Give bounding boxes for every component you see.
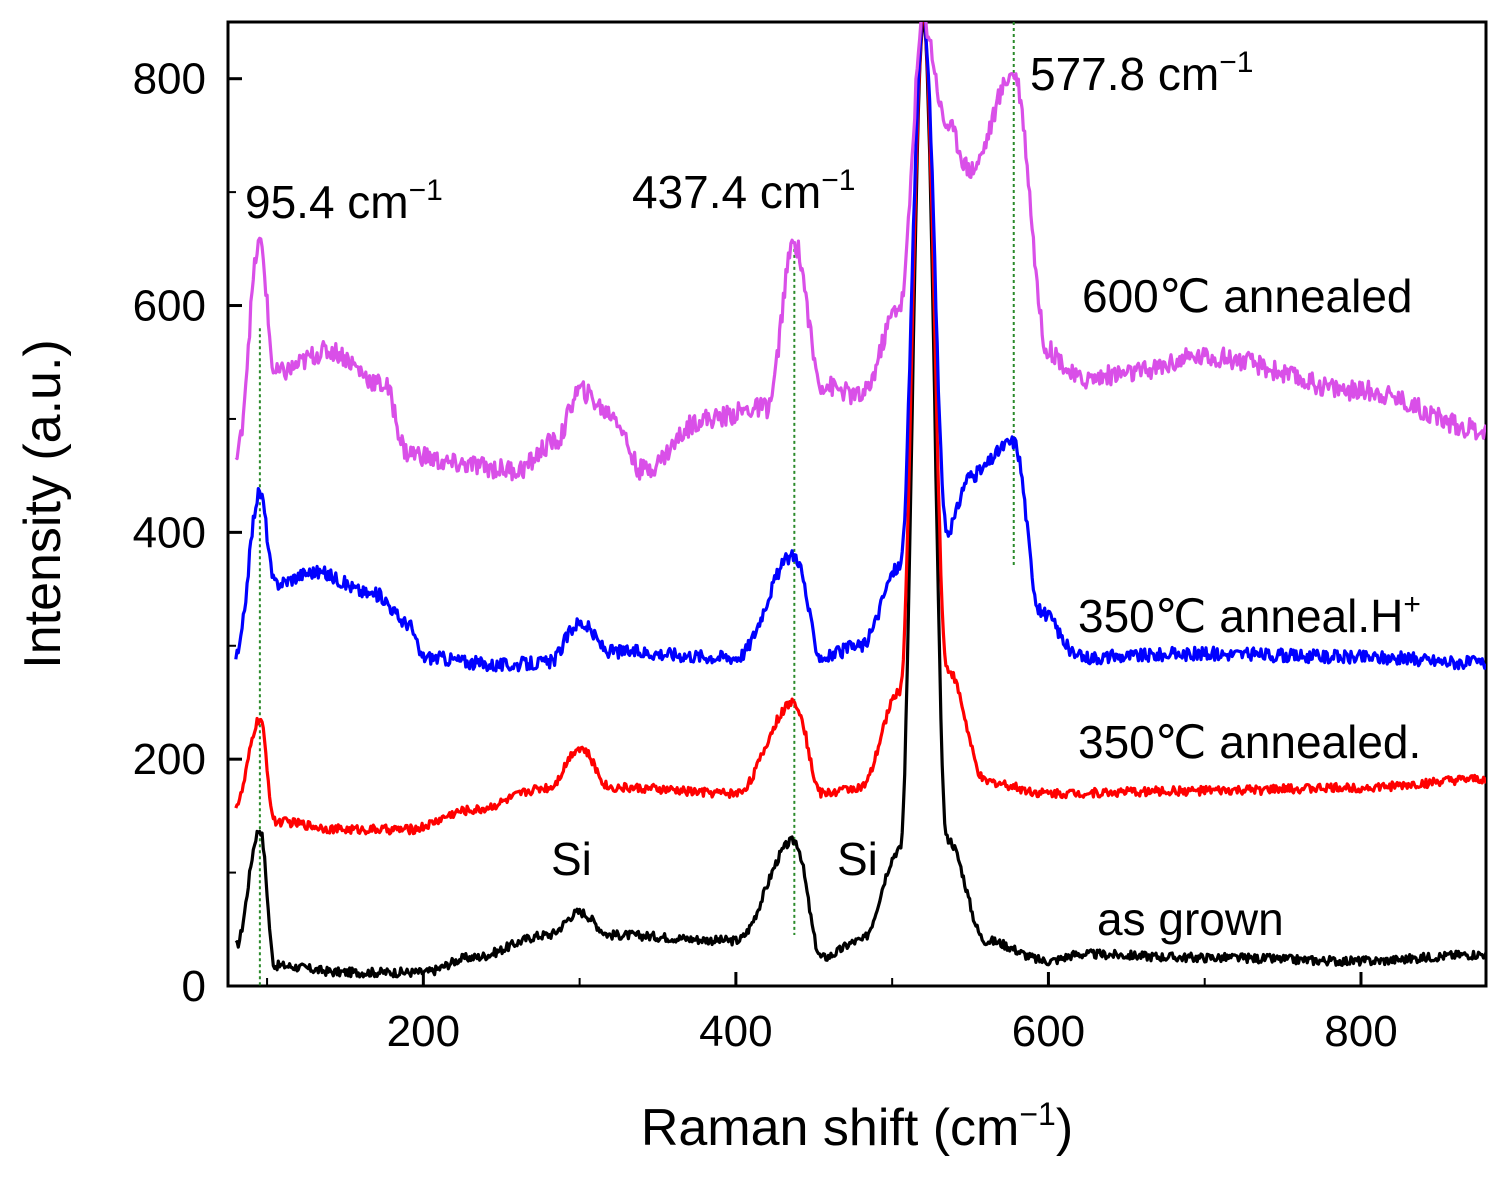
series-label-350h: 350℃ anneal.H+ [1078, 588, 1421, 642]
y-tick-label: 800 [133, 55, 206, 104]
series-label-350h-sup: + [1403, 588, 1421, 621]
series-line-4 [234, 22, 1486, 482]
annotation-577: 577.8 cm−1 [1030, 46, 1253, 100]
si-label-2: Si [837, 833, 878, 885]
peak-guides [258, 22, 1015, 986]
y-axis: 0 200 400 600 800 [133, 55, 242, 1011]
x-axis-title-sup: −1 [1019, 1096, 1055, 1132]
series-label-350: 350℃ annealed. [1078, 716, 1421, 768]
annotation-437: 437.4 cm−1 [632, 164, 855, 218]
series-line-3 [234, 22, 1486, 673]
x-axis-title-main: Raman shift (cm [641, 1099, 1020, 1157]
x-tick-label: 600 [1012, 1007, 1085, 1056]
y-tick-label: 400 [133, 508, 206, 557]
series-line-1 [234, 22, 1486, 979]
annotation-95-sup: −1 [409, 174, 443, 207]
annotation-577-sup: −1 [1219, 46, 1253, 79]
series-line-2 [234, 22, 1486, 836]
x-axis-title-close: ) [1056, 1099, 1073, 1157]
x-tick-label: 400 [699, 1007, 772, 1056]
si-label-1: Si [551, 833, 592, 885]
series-label-asgrown: as grown [1097, 893, 1284, 945]
y-tick-label: 600 [133, 282, 206, 331]
y-axis-title: Intensity (a.u.) [14, 339, 72, 668]
x-axis-title: Raman shift (cm−1) [641, 1096, 1073, 1157]
annotation-577-main: 577.8 cm [1030, 48, 1219, 100]
series-group [234, 22, 1486, 979]
y-tick-label: 0 [182, 962, 206, 1011]
x-axis: 200 400 600 800 [266, 972, 1398, 1056]
plot-frame [226, 20, 1488, 988]
series-label-600: 600℃ annealed [1082, 270, 1413, 322]
annotation-437-sup: −1 [821, 164, 855, 197]
series-label-350h-main: 350℃ anneal.H [1078, 590, 1403, 642]
y-tick-label: 200 [133, 735, 206, 784]
annotation-95-main: 95.4 cm [245, 176, 409, 228]
x-tick-label: 800 [1324, 1007, 1397, 1056]
annotation-437-main: 437.4 cm [632, 166, 821, 218]
x-tick-label: 200 [387, 1007, 460, 1056]
annotation-95: 95.4 cm−1 [245, 174, 443, 228]
